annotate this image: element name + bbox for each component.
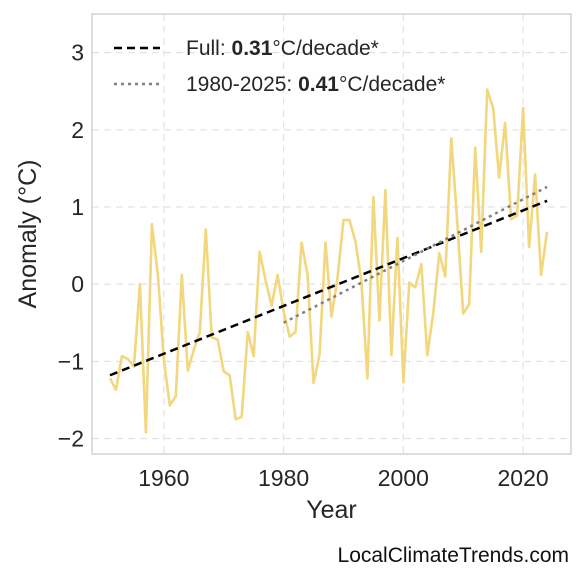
plot-frame: [91, 13, 572, 455]
y-tick-label: 0: [71, 271, 84, 297]
y-tick-label: 3: [71, 40, 84, 66]
y-tick-label: −1: [58, 348, 84, 374]
y-axis-label: Anomaly (°C): [14, 160, 42, 309]
y-tick-label: 1: [71, 194, 84, 220]
watermark-text: LocalClimateTrends.com: [337, 544, 569, 567]
x-tick-label: 2000: [378, 465, 429, 491]
x-tick-label: 1960: [138, 465, 189, 491]
x-axis-ticks: 1960 1980 2000 2020: [138, 465, 548, 491]
legend-entry: Full: 0.31°C/decade*: [186, 37, 379, 60]
legend-entry: 1980-2025: 0.41°C/decade*: [186, 73, 445, 96]
x-tick-label: 1980: [258, 465, 309, 491]
trendlines: [109, 185, 548, 377]
y-tick-label: −2: [58, 426, 84, 452]
y-axis-ticks: −2 −1 0 1 2 3: [58, 40, 84, 452]
trendline-dashed: [109, 199, 548, 377]
y-tick-label: 2: [71, 117, 84, 143]
trendline-dotted: [283, 185, 548, 324]
grid-lines: [92, 14, 571, 454]
legend: Full: 0.31°C/decade* 1980-2025: 0.41°C/de…: [114, 37, 445, 96]
x-tick-label: 2020: [498, 465, 549, 491]
x-axis-label: Year: [306, 496, 357, 524]
anomaly-series-line: [108, 88, 549, 434]
